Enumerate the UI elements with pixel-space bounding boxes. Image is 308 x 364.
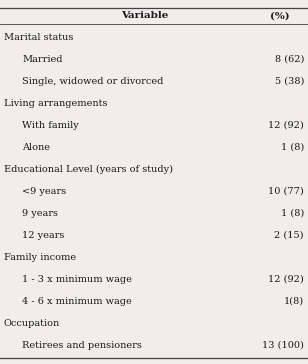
Text: 12 (92): 12 (92): [268, 274, 304, 284]
Text: With family: With family: [22, 120, 79, 130]
Text: 1(8): 1(8): [284, 297, 304, 305]
Text: 8 (62): 8 (62): [275, 55, 304, 63]
Text: 1 (8): 1 (8): [281, 142, 304, 151]
Text: <9 years: <9 years: [22, 186, 66, 195]
Text: 12 (92): 12 (92): [268, 120, 304, 130]
Text: Living arrangements: Living arrangements: [4, 99, 107, 107]
Text: Retirees and pensioners: Retirees and pensioners: [22, 340, 142, 349]
Text: Single, widowed or divorced: Single, widowed or divorced: [22, 76, 163, 86]
Text: 13 (100): 13 (100): [262, 340, 304, 349]
Text: Occupation: Occupation: [4, 318, 60, 328]
Text: 5 (38): 5 (38): [275, 76, 304, 86]
Text: 2 (15): 2 (15): [274, 230, 304, 240]
Text: Alone: Alone: [22, 142, 50, 151]
Text: Educational Level (years of study): Educational Level (years of study): [4, 165, 173, 174]
Text: Married: Married: [22, 55, 63, 63]
Text: 10 (77): 10 (77): [268, 186, 304, 195]
Text: Marital status: Marital status: [4, 32, 73, 41]
Text: 1 (8): 1 (8): [281, 209, 304, 218]
Text: Variable: Variable: [121, 12, 169, 20]
Text: 1 - 3 x minimum wage: 1 - 3 x minimum wage: [22, 274, 132, 284]
Text: (%): (%): [270, 12, 290, 20]
Text: 4 - 6 x minimum wage: 4 - 6 x minimum wage: [22, 297, 132, 305]
Text: 12 years: 12 years: [22, 230, 64, 240]
Text: Family income: Family income: [4, 253, 76, 261]
Text: 9 years: 9 years: [22, 209, 58, 218]
